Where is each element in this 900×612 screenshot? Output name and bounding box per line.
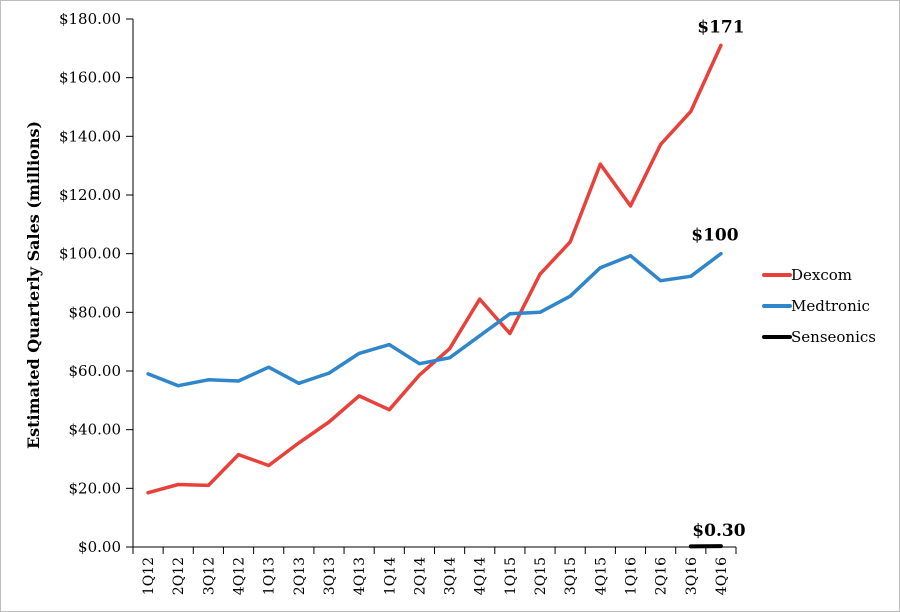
data-point-dexcom	[508, 331, 512, 336]
data-point-dexcom	[689, 109, 693, 113]
data-label-medtronic: $100	[691, 226, 738, 246]
data-point-dexcom	[327, 420, 331, 424]
y-axis-title-group: Estimated Quarterly Sales (millions)	[24, 121, 43, 449]
x-tick-label: 4Q13	[352, 557, 368, 595]
data-point-medtronic	[508, 312, 512, 316]
y-tick-label: $60.00	[69, 362, 122, 380]
data-point-dexcom	[659, 142, 663, 147]
y-tick-label: $80.00	[69, 303, 122, 321]
y-tick-label: $0.00	[78, 538, 121, 556]
series-line-medtronic	[146, 251, 723, 388]
y-tick-label: $160.00	[59, 69, 121, 87]
data-point-medtronic	[417, 362, 422, 366]
data-point-dexcom	[538, 272, 542, 276]
data-point-dexcom	[478, 297, 482, 301]
data-point-medtronic	[267, 365, 271, 369]
x-tick-label: 2Q13	[292, 557, 308, 595]
data-point-medtronic	[327, 371, 331, 375]
data-point-dexcom	[417, 373, 422, 377]
data-point-medtronic	[206, 378, 210, 382]
legend: Dexcom Medtronic Senseonics	[762, 266, 876, 346]
data-point-medtronic	[297, 381, 301, 385]
data-point-dexcom	[267, 463, 271, 468]
data-point-dexcom	[146, 491, 150, 495]
data-point-medtronic	[568, 294, 572, 298]
x-tick-label: 2Q15	[533, 557, 549, 595]
data-point-dexcom	[357, 394, 361, 398]
y-tick-label: $180.00	[59, 10, 121, 28]
data-point-dexcom	[447, 347, 452, 351]
x-tick-label: 4Q15	[593, 557, 609, 595]
x-tick-label: 2Q12	[171, 557, 187, 595]
data-point-dexcom	[206, 483, 210, 487]
data-point-medtronic	[447, 356, 452, 360]
data-point-medtronic	[236, 379, 241, 383]
data-point-dexcom	[236, 453, 241, 457]
legend-label-dexcom: Dexcom	[791, 266, 852, 284]
data-point-dexcom	[387, 408, 391, 412]
data-point-dexcom	[719, 43, 723, 48]
legend-label-medtronic: Medtronic	[791, 297, 870, 315]
x-tick-label: 2Q16	[654, 557, 670, 595]
data-point-medtronic	[357, 351, 361, 355]
x-tick-label: 1Q16	[623, 557, 639, 595]
y-tick-label: $20.00	[69, 479, 122, 497]
data-label-senseonics: $0.30	[692, 521, 745, 541]
data-point-dexcom	[598, 162, 602, 166]
x-tick-label: 2Q14	[412, 557, 428, 595]
x-tick-label: 4Q16	[714, 557, 730, 595]
y-axis-title: Estimated Quarterly Sales (millions)	[24, 121, 43, 449]
legend-label-senseonics: Senseonics	[791, 328, 876, 346]
x-tick-label: 3Q15	[563, 557, 579, 595]
data-point-senseonics	[689, 544, 693, 549]
x-tick-label: 4Q12	[232, 557, 248, 595]
y-ticks: $0.00 $20.00 $40.00 $60.00 $80.00 $100.00 $120…	[59, 10, 133, 556]
data-point-medtronic	[478, 334, 482, 338]
data-point-medtronic	[689, 274, 693, 278]
series-layer	[146, 43, 723, 549]
x-tick-label: 1Q14	[382, 557, 398, 595]
x-tick-label: 1Q13	[262, 557, 278, 595]
data-point-dexcom	[297, 441, 301, 445]
x-ticks: 1Q12 2Q12 3Q12 4Q12 1Q13 2Q13 3Q13 4Q13 1Q14 2Q14…	[132, 547, 737, 595]
data-point-medtronic	[628, 254, 633, 258]
data-point-medtronic	[538, 310, 542, 314]
x-tick-label: 3Q14	[443, 557, 459, 595]
y-tick-label: $120.00	[59, 186, 121, 204]
data-point-dexcom	[176, 482, 180, 487]
y-tick-label: $140.00	[59, 127, 121, 145]
x-tick-label: 3Q13	[322, 557, 338, 595]
data-point-medtronic	[146, 372, 150, 376]
data-point-dexcom	[628, 204, 633, 208]
series-line-dexcom	[146, 43, 723, 495]
data-point-medtronic	[659, 279, 663, 283]
annotations-layer: $171 $100 $0.30	[691, 17, 745, 541]
data-point-dexcom	[568, 240, 572, 244]
data-point-senseonics	[719, 544, 723, 548]
data-label-dexcom: $171	[697, 17, 744, 37]
x-tick-label: 3Q12	[201, 557, 217, 595]
data-point-medtronic	[719, 252, 723, 256]
y-tick-label: $100.00	[59, 245, 121, 263]
x-tick-label: 1Q12	[141, 557, 157, 595]
x-tick-label: 1Q15	[503, 557, 519, 595]
x-tick-label: 3Q16	[684, 557, 700, 595]
data-point-medtronic	[598, 266, 602, 270]
x-tick-label: 4Q14	[473, 557, 489, 595]
y-tick-label: $40.00	[69, 421, 122, 439]
data-point-medtronic	[387, 343, 391, 347]
data-point-medtronic	[176, 384, 180, 388]
